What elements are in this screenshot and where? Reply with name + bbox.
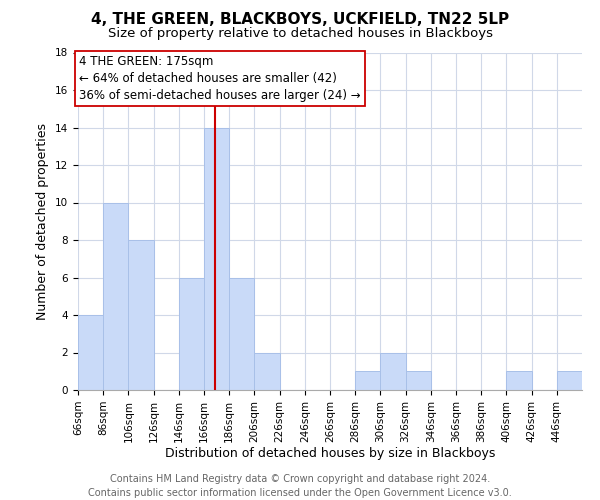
Bar [78,315,103,390]
Bar [380,352,406,390]
Bar [557,371,582,390]
Text: 4, THE GREEN, BLACKBOYS, UCKFIELD, TN22 5LP: 4, THE GREEN, BLACKBOYS, UCKFIELD, TN22 … [91,12,509,28]
Bar [179,278,204,390]
Bar [103,202,128,390]
Bar [406,371,431,390]
Text: 4 THE GREEN: 175sqm
← 64% of detached houses are smaller (42)
36% of semi-detach: 4 THE GREEN: 175sqm ← 64% of detached ho… [79,56,361,102]
Bar [229,278,254,390]
Bar [204,128,229,390]
Y-axis label: Number of detached properties: Number of detached properties [37,122,49,320]
Text: Size of property relative to detached houses in Blackboys: Size of property relative to detached ho… [107,28,493,40]
X-axis label: Distribution of detached houses by size in Blackboys: Distribution of detached houses by size … [165,448,495,460]
Bar [254,352,280,390]
Bar [128,240,154,390]
Text: Contains HM Land Registry data © Crown copyright and database right 2024.
Contai: Contains HM Land Registry data © Crown c… [88,474,512,498]
Bar [355,371,380,390]
Bar [506,371,532,390]
